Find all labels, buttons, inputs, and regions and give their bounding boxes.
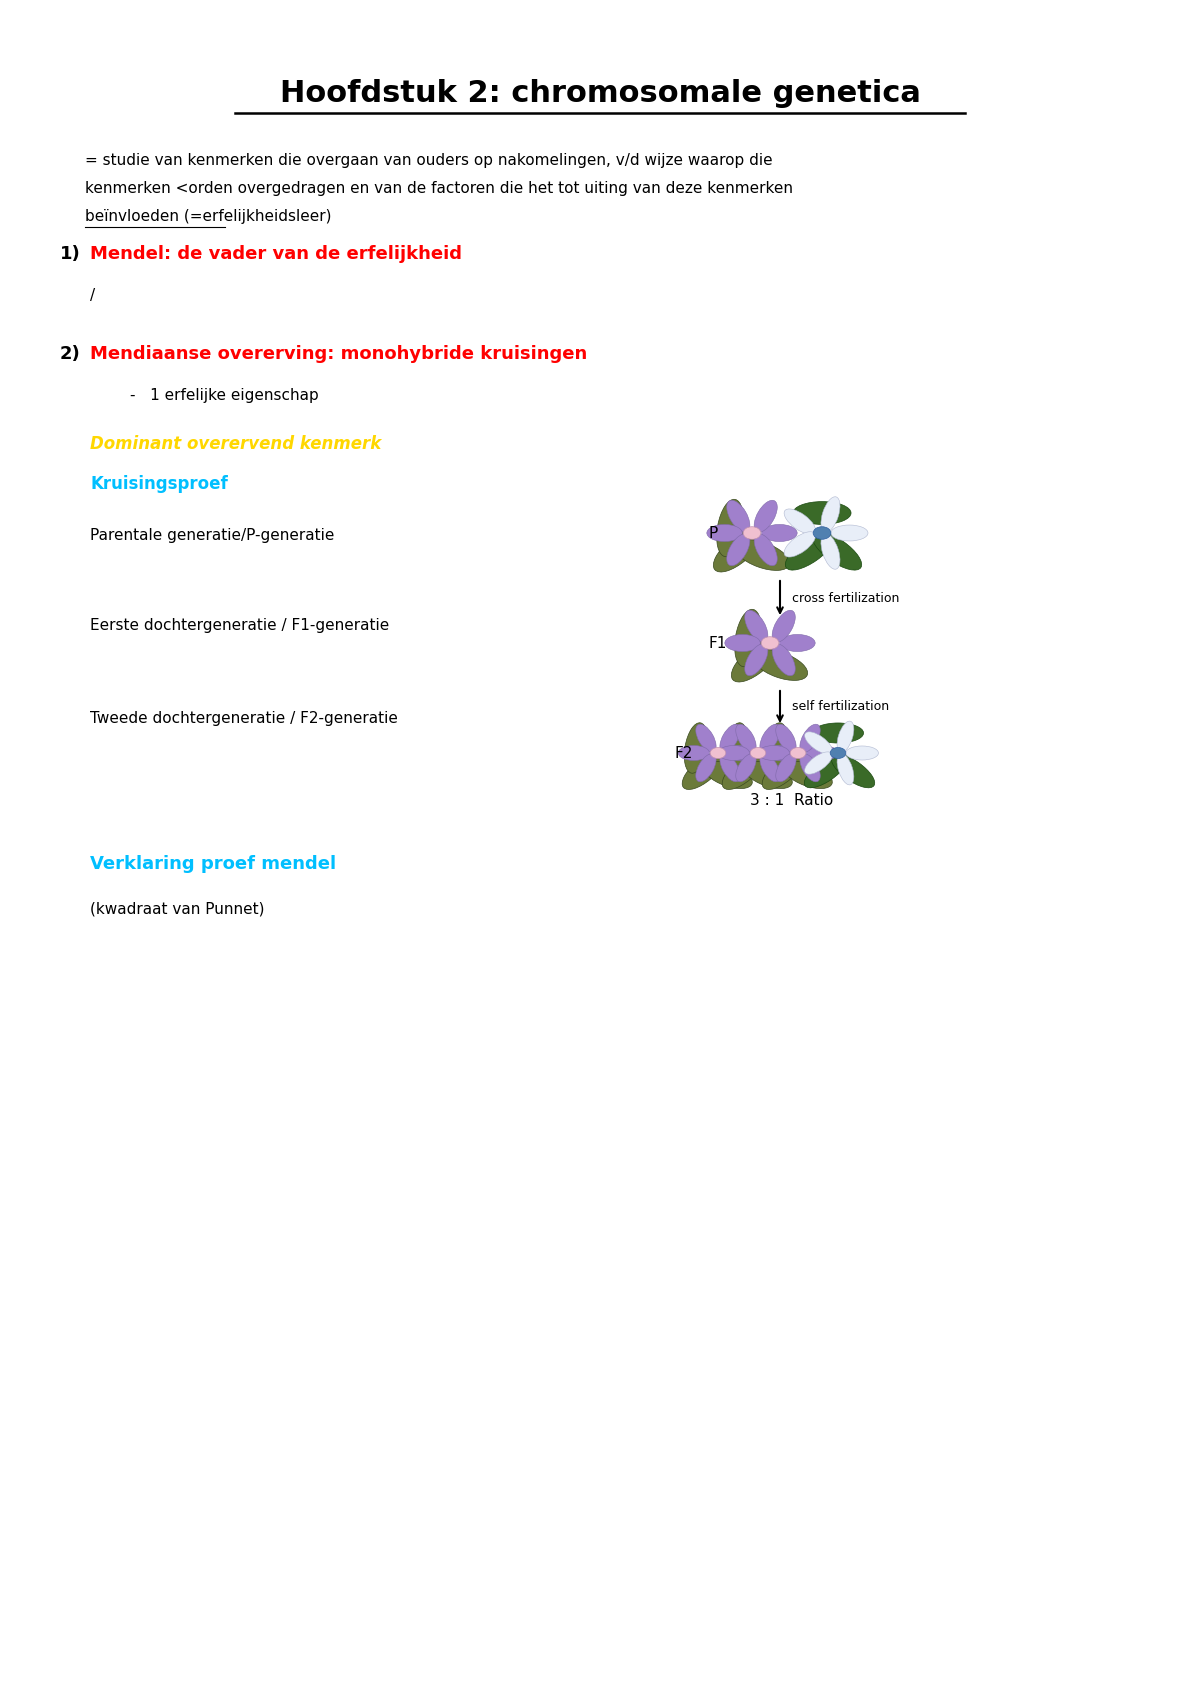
Text: -   1 erfelijke eigenschap: - 1 erfelijke eigenschap xyxy=(130,389,319,402)
Ellipse shape xyxy=(784,509,816,535)
Text: = studie van kenmerken die overgaan van ouders op nakomelingen, v/d wijze waarop: = studie van kenmerken die overgaan van … xyxy=(85,153,773,168)
Ellipse shape xyxy=(800,754,821,781)
Text: Eerste dochtergeneratie / F1-generatie: Eerste dochtergeneratie / F1-generatie xyxy=(90,618,389,633)
Text: /: / xyxy=(90,289,95,302)
Ellipse shape xyxy=(838,722,854,752)
Text: self fertilization: self fertilization xyxy=(792,701,889,713)
Text: P: P xyxy=(708,525,718,540)
Ellipse shape xyxy=(830,747,846,759)
Ellipse shape xyxy=(805,752,833,774)
Ellipse shape xyxy=(745,610,768,642)
Text: beïnvloeden (=erfelijkheidsleer): beïnvloeden (=erfelijkheidsleer) xyxy=(85,209,331,224)
Ellipse shape xyxy=(752,650,808,681)
Ellipse shape xyxy=(719,745,750,761)
Ellipse shape xyxy=(736,754,756,781)
Ellipse shape xyxy=(806,745,838,761)
Ellipse shape xyxy=(750,747,766,759)
Ellipse shape xyxy=(838,754,854,784)
Ellipse shape xyxy=(775,723,796,752)
Ellipse shape xyxy=(722,752,764,790)
Ellipse shape xyxy=(762,752,804,790)
Ellipse shape xyxy=(812,531,862,571)
Ellipse shape xyxy=(790,747,806,759)
Ellipse shape xyxy=(772,644,796,676)
Ellipse shape xyxy=(775,754,796,781)
Ellipse shape xyxy=(762,525,797,542)
Ellipse shape xyxy=(703,761,752,788)
Ellipse shape xyxy=(754,501,778,531)
Text: Mendiaanse overerving: monohybride kruisingen: Mendiaanse overerving: monohybride kruis… xyxy=(90,345,587,363)
Ellipse shape xyxy=(800,723,821,752)
Ellipse shape xyxy=(744,761,792,788)
Text: cross fertilization: cross fertilization xyxy=(792,591,899,604)
Ellipse shape xyxy=(761,637,779,649)
Ellipse shape xyxy=(736,723,756,752)
Ellipse shape xyxy=(821,533,840,569)
Ellipse shape xyxy=(716,499,743,557)
Ellipse shape xyxy=(772,610,796,642)
Ellipse shape xyxy=(678,745,709,761)
Ellipse shape xyxy=(832,754,875,788)
Ellipse shape xyxy=(767,745,798,761)
Ellipse shape xyxy=(710,747,726,759)
Text: 1): 1) xyxy=(60,245,80,263)
Ellipse shape xyxy=(758,745,790,761)
Text: 2): 2) xyxy=(60,345,80,363)
Ellipse shape xyxy=(731,640,779,683)
Ellipse shape xyxy=(696,723,716,752)
Text: 3 : 1  Ratio: 3 : 1 Ratio xyxy=(750,793,833,808)
Ellipse shape xyxy=(727,533,750,565)
Ellipse shape xyxy=(726,745,757,761)
Ellipse shape xyxy=(785,531,835,571)
Ellipse shape xyxy=(696,754,716,781)
Ellipse shape xyxy=(760,754,780,781)
Ellipse shape xyxy=(760,723,780,752)
Ellipse shape xyxy=(814,526,830,540)
Ellipse shape xyxy=(684,723,708,773)
Ellipse shape xyxy=(793,501,851,525)
Text: Kruisingsproef: Kruisingsproef xyxy=(90,475,228,492)
Ellipse shape xyxy=(720,754,740,781)
Ellipse shape xyxy=(846,745,878,761)
Ellipse shape xyxy=(821,498,840,533)
Text: F2: F2 xyxy=(674,745,694,761)
Text: Parentale generatie/P-generatie: Parentale generatie/P-generatie xyxy=(90,528,335,543)
Ellipse shape xyxy=(745,644,768,676)
Ellipse shape xyxy=(812,723,864,744)
Ellipse shape xyxy=(830,525,868,542)
Ellipse shape xyxy=(734,540,790,571)
Text: kenmerken <orden overgedragen en van de factoren die het tot uiting van deze ken: kenmerken <orden overgedragen en van de … xyxy=(85,182,793,195)
Ellipse shape xyxy=(804,754,847,788)
Text: Mendel: de vader van de erfelijkheid: Mendel: de vader van de erfelijkheid xyxy=(90,245,462,263)
Text: Tweede dochtergeneratie / F2-generatie: Tweede dochtergeneratie / F2-generatie xyxy=(90,711,398,727)
Text: (kwadraat van Punnet): (kwadraat van Punnet) xyxy=(90,902,264,915)
Text: F1: F1 xyxy=(708,635,726,650)
Ellipse shape xyxy=(682,752,724,790)
Ellipse shape xyxy=(727,501,750,531)
Ellipse shape xyxy=(784,531,816,557)
Ellipse shape xyxy=(784,761,833,788)
Ellipse shape xyxy=(805,732,833,754)
Ellipse shape xyxy=(725,635,761,652)
Ellipse shape xyxy=(764,723,787,773)
Ellipse shape xyxy=(720,723,740,752)
Text: Hoofdstuk 2: chromosomale genetica: Hoofdstuk 2: chromosomale genetica xyxy=(280,80,920,109)
Ellipse shape xyxy=(734,610,761,667)
Ellipse shape xyxy=(713,530,761,572)
Ellipse shape xyxy=(743,526,761,540)
Ellipse shape xyxy=(725,723,748,773)
Text: Dominant overervend kenmerk: Dominant overervend kenmerk xyxy=(90,435,382,453)
Text: Verklaring proef mendel: Verklaring proef mendel xyxy=(90,856,336,873)
Ellipse shape xyxy=(754,533,778,565)
Ellipse shape xyxy=(707,525,743,542)
Ellipse shape xyxy=(780,635,815,652)
